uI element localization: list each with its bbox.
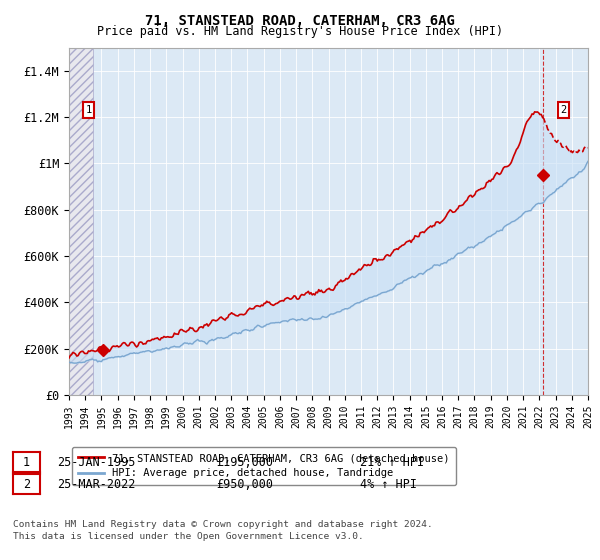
Legend: 71, STANSTEAD ROAD, CATERHAM, CR3 6AG (detached house), HPI: Average price, deta: 71, STANSTEAD ROAD, CATERHAM, CR3 6AG (d… (71, 447, 456, 484)
Text: 25-JAN-1995: 25-JAN-1995 (57, 455, 136, 469)
Text: 2: 2 (560, 105, 567, 115)
Text: 21% ↑ HPI: 21% ↑ HPI (360, 455, 424, 469)
Text: 1: 1 (85, 105, 92, 115)
Bar (69, 48, 94, 395)
Text: 25-MAR-2022: 25-MAR-2022 (57, 478, 136, 491)
Text: £195,000: £195,000 (216, 455, 273, 469)
Text: 1: 1 (23, 455, 30, 469)
Text: Price paid vs. HM Land Registry's House Price Index (HPI): Price paid vs. HM Land Registry's House … (97, 25, 503, 38)
Text: Contains HM Land Registry data © Crown copyright and database right 2024.
This d: Contains HM Land Registry data © Crown c… (13, 520, 433, 541)
Text: £950,000: £950,000 (216, 478, 273, 491)
Text: 2: 2 (23, 478, 30, 491)
Text: 71, STANSTEAD ROAD, CATERHAM, CR3 6AG: 71, STANSTEAD ROAD, CATERHAM, CR3 6AG (145, 14, 455, 28)
Text: 4% ↑ HPI: 4% ↑ HPI (360, 478, 417, 491)
